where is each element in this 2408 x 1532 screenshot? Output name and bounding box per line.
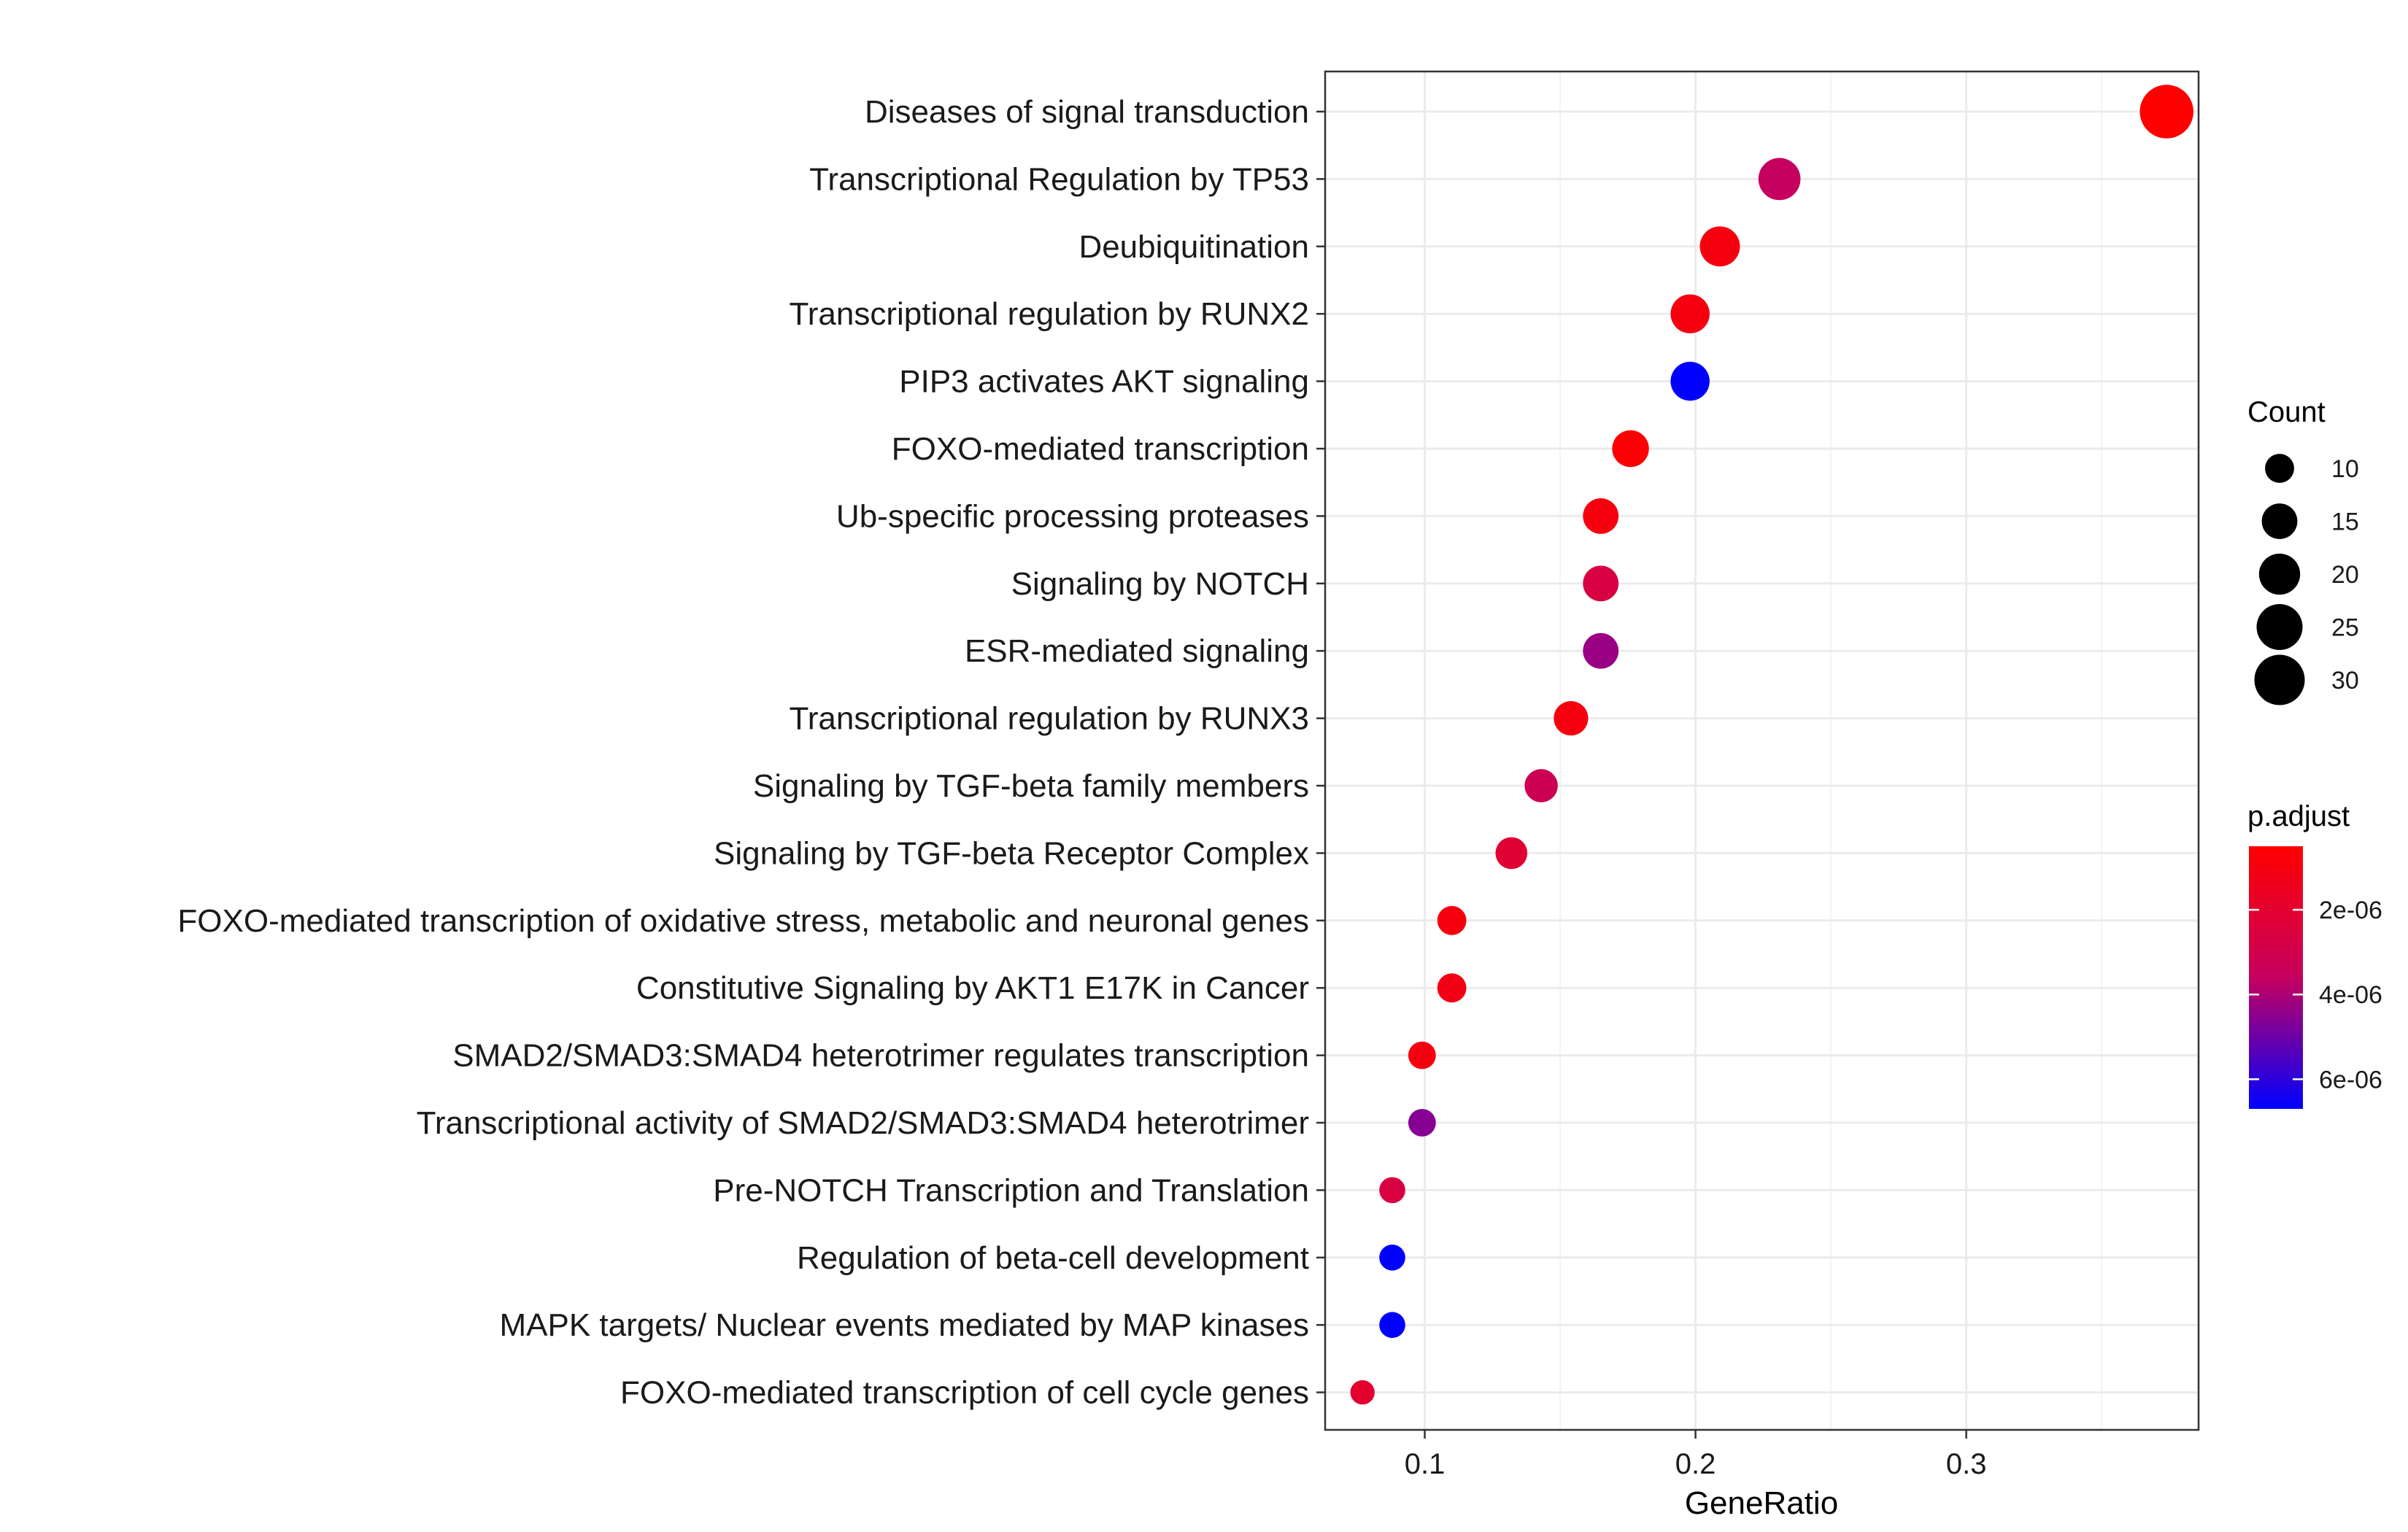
y-tick-label: Constitutive Signaling by AKT1 E17K in C… — [636, 970, 1309, 1006]
y-tick-label: FOXO-mediated transcription of cell cycl… — [620, 1375, 1309, 1411]
data-point — [1583, 565, 1619, 602]
data-point — [1612, 430, 1649, 468]
x-axis-title: GeneRatio — [1685, 1485, 1838, 1521]
count-legend-label: 25 — [2331, 614, 2359, 642]
y-tick-label: Transcriptional regulation by RUNX3 — [790, 701, 1309, 737]
data-point — [1408, 1109, 1436, 1137]
data-point — [1379, 1177, 1405, 1204]
data-point — [1583, 632, 1619, 669]
count-legend-key — [2265, 454, 2294, 483]
count-legend-label: 15 — [2331, 508, 2359, 536]
y-tick-label: Deubiquitination — [1078, 229, 1309, 265]
count-legend-key — [2258, 553, 2301, 595]
data-point — [1350, 1380, 1375, 1405]
data-point — [1408, 1041, 1436, 1069]
count-legend: Count 10 15 20 25 30 — [2247, 396, 2359, 705]
count-legend-label: 30 — [2331, 667, 2359, 695]
p-adjust-legend: p.adjust 2e-06 4e-06 6e-06 — [2247, 800, 2382, 1109]
y-tick-label: Transcriptional regulation by RUNX2 — [790, 296, 1309, 332]
data-point — [1583, 498, 1619, 534]
y-tick-label: Regulation of beta-cell development — [797, 1240, 1309, 1276]
count-legend-label: 20 — [2331, 561, 2359, 589]
y-tick-label: PIP3 activates AKT signaling — [899, 364, 1309, 400]
panel-border — [1324, 70, 2200, 1431]
count-legend-key — [2256, 604, 2303, 650]
y-tick-label: FOXO-mediated transcription — [892, 431, 1309, 467]
data-point — [1379, 1244, 1405, 1271]
y-tick-label: SMAD2/SMAD3:SMAD4 heterotrimer regulates… — [452, 1038, 1309, 1074]
count-legend-key — [2254, 654, 2305, 705]
count-legend-label: 10 — [2331, 455, 2359, 483]
count-legend-key — [2261, 503, 2298, 539]
y-tick-label: ESR-mediated signaling — [965, 633, 1309, 669]
p-adjust-colorbar — [2249, 846, 2303, 1109]
data-point — [1524, 769, 1558, 802]
data-point — [2139, 85, 2193, 139]
data-point — [1670, 294, 1710, 333]
count-legend-title: Count — [2247, 396, 2326, 428]
data-point — [1495, 837, 1528, 870]
data-point — [1554, 701, 1589, 736]
y-tick-label: Transcriptional Regulation by TP53 — [809, 161, 1309, 197]
data-point — [1437, 973, 1467, 1003]
y-tick-label: Signaling by TGF-beta Receptor Complex — [714, 835, 1309, 871]
data-points — [1350, 85, 2193, 1405]
data-point — [1758, 158, 1801, 201]
data-point — [1699, 226, 1740, 267]
x-tick-label: 0.3 — [1946, 1448, 1987, 1480]
y-axis: Diseases of signal transduction Transcrip… — [177, 94, 1325, 1411]
x-tick-label: 0.2 — [1675, 1448, 1716, 1480]
data-point — [1437, 905, 1467, 935]
y-tick-label: Signaling by NOTCH — [1011, 566, 1309, 602]
x-tick-label: 0.1 — [1405, 1448, 1446, 1480]
data-point — [1670, 361, 1710, 401]
y-tick-label: Signaling by TGF-beta family members — [753, 768, 1309, 804]
y-tick-label: Diseases of signal transduction — [865, 94, 1309, 130]
colorbar-tick-label: 2e-06 — [2319, 897, 2382, 924]
x-axis: 0.1 0.2 0.3 — [1405, 1430, 1987, 1480]
y-tick-label: Transcriptional activity of SMAD2/SMAD3:… — [417, 1105, 1309, 1141]
y-tick-label: Ub-specific processing proteases — [836, 498, 1309, 534]
y-tick-label: FOXO-mediated transcription of oxidative… — [177, 903, 1309, 939]
data-point — [1379, 1312, 1405, 1339]
colorbar-tick-label: 4e-06 — [2319, 981, 2382, 1009]
p-adjust-legend-title: p.adjust — [2247, 800, 2350, 832]
y-tick-label: Pre-NOTCH Transcription and Translation — [713, 1172, 1309, 1208]
y-tick-label: MAPK targets/ Nuclear events mediated by… — [500, 1307, 1309, 1343]
colorbar-tick-label: 6e-06 — [2319, 1066, 2382, 1094]
